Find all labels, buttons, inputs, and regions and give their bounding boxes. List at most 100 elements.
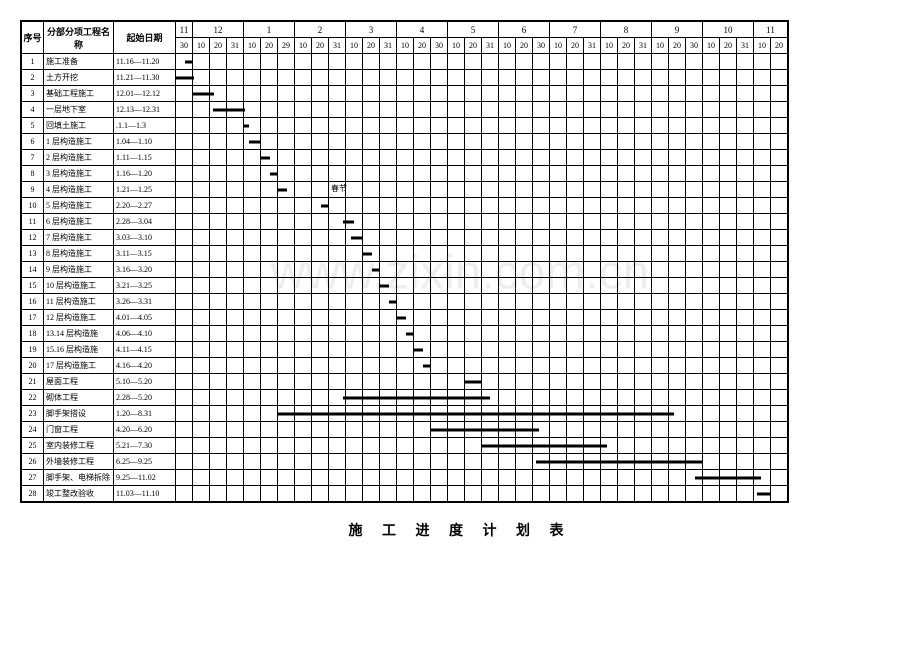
gantt-cell	[601, 246, 618, 262]
gantt-cell	[329, 198, 346, 214]
gantt-cell	[295, 134, 312, 150]
month-header: 8	[601, 22, 652, 38]
sub-header: 10	[448, 38, 465, 54]
gantt-cell	[482, 262, 499, 278]
gantt-cell	[516, 86, 533, 102]
gantt-cell	[516, 214, 533, 230]
gantt-cell	[244, 310, 261, 326]
gantt-cell	[533, 246, 550, 262]
gantt-cell	[567, 214, 584, 230]
gantt-cell	[618, 198, 635, 214]
gantt-cell	[584, 214, 601, 230]
gantt-cell: 春节	[329, 182, 346, 198]
row-name: 外墙装修工程	[44, 454, 114, 470]
gantt-cell	[754, 390, 771, 406]
gantt-cell	[193, 486, 210, 502]
gantt-cell	[584, 278, 601, 294]
gantt-cell	[754, 294, 771, 310]
gantt-cell	[567, 358, 584, 374]
gantt-cell	[176, 118, 193, 134]
gantt-cell	[431, 198, 448, 214]
gantt-cell	[737, 278, 754, 294]
gantt-cell	[244, 438, 261, 454]
gantt-cell	[346, 214, 363, 230]
gantt-cell	[295, 54, 312, 70]
row-seq: 22	[22, 390, 44, 406]
gantt-cell	[533, 454, 550, 470]
gantt-cell	[346, 438, 363, 454]
row-name: 回填土施工	[44, 118, 114, 134]
gantt-cell	[618, 342, 635, 358]
gantt-cell	[652, 438, 669, 454]
gantt-cell	[567, 486, 584, 502]
gantt-cell	[448, 166, 465, 182]
row-name: 门窗工程	[44, 422, 114, 438]
gantt-cell	[295, 182, 312, 198]
gantt-cell	[244, 470, 261, 486]
gantt-cell	[346, 262, 363, 278]
task-row: 1712 层构造施工4.01—4.05	[22, 310, 788, 326]
gantt-cell	[533, 214, 550, 230]
gantt-cell	[567, 86, 584, 102]
gantt-cell	[618, 358, 635, 374]
task-row: 1915.16 层构造施4.11—4.15	[22, 342, 788, 358]
gantt-cell	[516, 310, 533, 326]
sub-header: 10	[244, 38, 261, 54]
gantt-cell	[363, 438, 380, 454]
gantt-cell	[431, 326, 448, 342]
gantt-cell	[703, 54, 720, 70]
gantt-cell	[567, 470, 584, 486]
gantt-cell	[363, 102, 380, 118]
gantt-cell	[329, 390, 346, 406]
gantt-cell	[329, 134, 346, 150]
gantt-cell	[618, 246, 635, 262]
row-name: 4 层构造施工	[44, 182, 114, 198]
gantt-cell	[193, 70, 210, 86]
gantt-cell	[482, 54, 499, 70]
gantt-cell	[448, 326, 465, 342]
gantt-cell	[312, 438, 329, 454]
gantt-cell	[669, 486, 686, 502]
gantt-cell	[482, 230, 499, 246]
gantt-cell	[669, 342, 686, 358]
row-seq: 1	[22, 54, 44, 70]
gantt-cell	[482, 470, 499, 486]
gantt-cell	[652, 278, 669, 294]
gantt-cell	[669, 102, 686, 118]
row-name: 1 层构造施工	[44, 134, 114, 150]
gantt-cell	[227, 54, 244, 70]
gantt-cell	[601, 486, 618, 502]
gantt-cell	[550, 182, 567, 198]
gantt-cell	[448, 246, 465, 262]
gantt-bar	[397, 316, 406, 319]
gantt-cell	[601, 166, 618, 182]
gantt-cell	[380, 390, 397, 406]
gantt-cell	[312, 166, 329, 182]
gantt-cell	[244, 422, 261, 438]
gantt-cell	[329, 86, 346, 102]
gantt-cell	[601, 358, 618, 374]
gantt-cell	[363, 326, 380, 342]
gantt-cell	[176, 150, 193, 166]
gantt-cell	[465, 390, 482, 406]
gantt-cell	[414, 54, 431, 70]
gantt-cell	[635, 406, 652, 422]
gantt-cell	[703, 150, 720, 166]
gantt-cell	[329, 214, 346, 230]
gantt-cell	[176, 438, 193, 454]
month-header: 3	[346, 22, 397, 38]
row-date: 4.11—4.15	[114, 342, 176, 358]
row-date: 11.03—11.10	[114, 486, 176, 502]
gantt-cell	[533, 182, 550, 198]
gantt-cell	[210, 294, 227, 310]
gantt-cell	[414, 182, 431, 198]
row-name: 3 层构造施工	[44, 166, 114, 182]
gantt-cell	[584, 230, 601, 246]
gantt-cell	[720, 358, 737, 374]
row-date: 1.21—1.25	[114, 182, 176, 198]
gantt-cell	[431, 470, 448, 486]
gantt-cell	[227, 422, 244, 438]
gantt-cell	[584, 486, 601, 502]
gantt-cell	[584, 374, 601, 390]
gantt-cell	[380, 198, 397, 214]
